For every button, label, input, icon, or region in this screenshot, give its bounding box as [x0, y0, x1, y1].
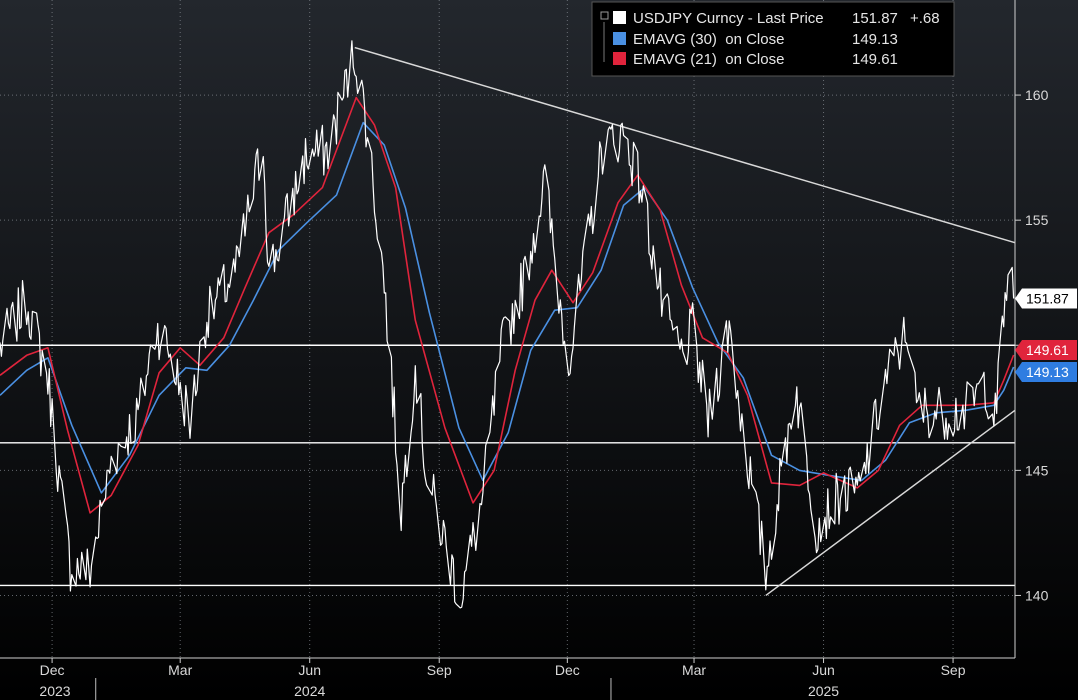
series-line-ema21 [0, 96, 1015, 514]
x-tick-label: Jun [298, 662, 321, 678]
x-tick-label: Mar [682, 662, 706, 678]
x-tick-label: Jun [812, 662, 835, 678]
series-line-price [0, 40, 1015, 609]
last-value-tag-price [1015, 288, 1077, 309]
x-tick-label: Mar [168, 662, 192, 678]
x-tick-label: Sep [941, 662, 966, 678]
trendline-resistance [354, 46, 1016, 244]
last-value-tag-ema21 [1015, 340, 1077, 361]
year-label: 2024 [294, 683, 325, 699]
legend-swatch-price [613, 11, 626, 24]
legend-value-ema30: 149.13 [852, 31, 898, 48]
legend-swatch-ema21 [613, 52, 626, 65]
grid [0, 0, 1015, 658]
last-value-labels: 151.87 149.61 149.13 [1015, 288, 1077, 383]
legend: USDJPY Curncy - Last Price 151.87 +.68 E… [591, 1, 955, 77]
legend-label-ema21: EMAVG (21) on Close [633, 51, 784, 68]
series-line-ema30 [0, 121, 1015, 494]
last-value-tag-ema30 [1015, 362, 1077, 383]
year-label: 2025 [808, 683, 839, 699]
series [0, 40, 1015, 609]
legend-value-ema21: 149.61 [852, 51, 898, 68]
last-value-text-ema30: 149.13 [1026, 364, 1069, 380]
trendlines [354, 46, 1016, 597]
horizontal-levels [0, 344, 1015, 587]
y-tick-label: 145 [1025, 462, 1049, 478]
y-tick-label: 155 [1025, 212, 1049, 228]
trendline-support [765, 409, 1016, 597]
x-tick-label: Dec [40, 662, 65, 678]
last-value-text-price: 151.87 [1026, 290, 1069, 306]
legend-label-ema30: EMAVG (30) on Close [633, 31, 784, 48]
last-value-text-ema21: 149.61 [1026, 342, 1069, 358]
legend-change-price: +.68 [910, 10, 940, 27]
y-tick-label: 160 [1025, 87, 1049, 103]
legend-collapse-icon[interactable] [600, 11, 609, 20]
legend-box [591, 1, 955, 77]
x-tick-label: Sep [427, 662, 452, 678]
legend-label-price: USDJPY Curncy - Last Price [633, 10, 824, 27]
legend-swatch-ema30 [613, 32, 626, 45]
year-label: 2023 [39, 683, 70, 699]
y-tick-label: 140 [1025, 587, 1049, 603]
legend-value-price: 151.87 [852, 10, 898, 27]
x-tick-label: Dec [555, 662, 580, 678]
